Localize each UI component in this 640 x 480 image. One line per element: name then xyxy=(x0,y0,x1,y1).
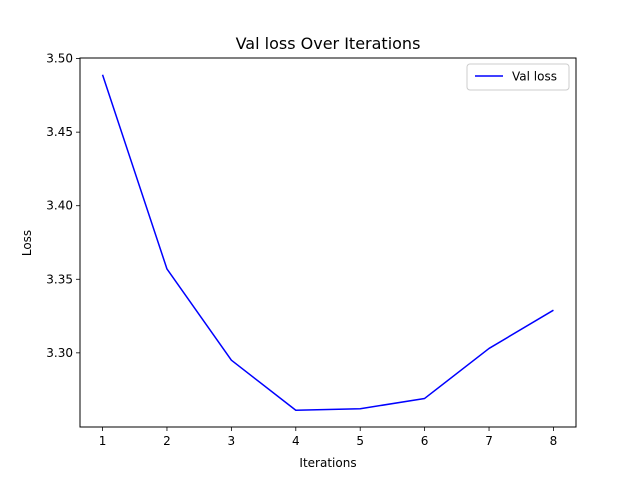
chart-title: Val loss Over Iterations xyxy=(236,34,421,53)
x-tick-label: 7 xyxy=(485,434,493,448)
y-tick-label: 3.30 xyxy=(46,346,73,360)
x-axis-ticks: 1 2 3 4 5 6 7 8 xyxy=(99,427,558,448)
x-tick-label: 4 xyxy=(292,434,300,448)
y-axis-label: Loss xyxy=(20,230,34,256)
x-tick-label: 2 xyxy=(163,434,171,448)
x-axis-label: Iterations xyxy=(299,456,356,470)
x-tick-label: 3 xyxy=(228,434,236,448)
legend-box xyxy=(466,63,570,91)
plot-frame xyxy=(79,57,577,428)
x-tick-label: 6 xyxy=(421,434,429,448)
y-tick-label: 3.35 xyxy=(46,272,73,286)
y-tick-label: 3.45 xyxy=(46,125,73,139)
x-tick-label: 1 xyxy=(99,434,107,448)
y-axis-ticks: 3.30 3.35 3.40 3.45 3.50 xyxy=(46,52,80,360)
y-tick-label: 3.40 xyxy=(46,199,73,213)
series-line-0 xyxy=(101,74,554,411)
x-tick-label: 8 xyxy=(550,434,558,448)
y-tick-label: 3.50 xyxy=(46,52,73,66)
legend: Val loss xyxy=(466,63,570,91)
series-layer xyxy=(101,74,554,411)
legend-label: Val loss xyxy=(512,70,557,84)
x-tick-label: 5 xyxy=(356,434,364,448)
